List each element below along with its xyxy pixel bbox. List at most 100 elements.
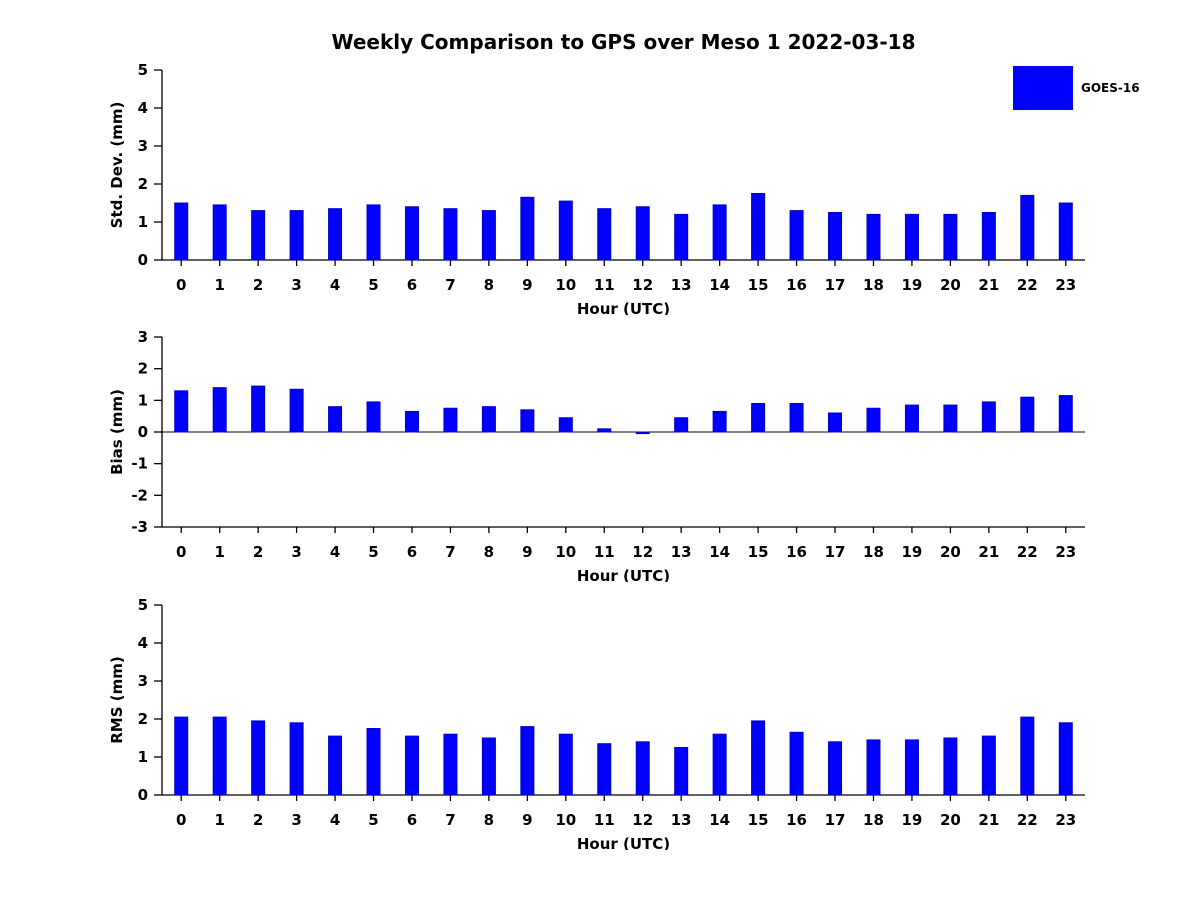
bar-hour-22 [1020, 194, 1035, 261]
bar-hour-21 [981, 735, 996, 796]
x-tick-label: 4 [330, 543, 340, 561]
bar-hour-14 [712, 204, 727, 261]
bar-hour-0 [174, 716, 189, 796]
bar-hour-20 [943, 404, 958, 433]
bar-hour-21 [981, 401, 996, 433]
x-tick-label: 5 [368, 276, 378, 294]
bar-hour-6 [404, 410, 419, 433]
x-axis-label: Hour (UTC) [577, 835, 670, 850]
x-tick-label: 2 [253, 543, 263, 561]
x-tick-label: 0 [176, 811, 186, 829]
y-tick-label: 5 [138, 61, 148, 79]
x-tick-label: 4 [330, 811, 340, 829]
bar-hour-23 [1058, 395, 1073, 433]
x-tick-label: 8 [484, 276, 494, 294]
bar-hour-22 [1020, 716, 1035, 796]
x-tick-label: 19 [902, 811, 923, 829]
x-tick-label: 10 [555, 276, 576, 294]
y-tick-label: 2 [138, 360, 148, 378]
y-tick-label: 0 [138, 251, 148, 269]
bar-hour-11 [597, 208, 612, 261]
x-tick-label: 20 [940, 811, 961, 829]
bar-hour-10 [558, 417, 573, 433]
bar-hour-0 [174, 202, 189, 261]
legend: GOES-16 [1013, 66, 1140, 110]
x-tick-label: 20 [940, 276, 961, 294]
y-tick-label: 4 [138, 634, 148, 652]
x-tick-label: 6 [407, 543, 417, 561]
x-tick-label: 23 [1055, 276, 1076, 294]
x-tick-label: 11 [594, 543, 615, 561]
bar-hour-1 [212, 204, 227, 261]
y-tick-label: 3 [138, 137, 148, 155]
bar-hour-12 [635, 431, 650, 435]
bar-hour-13 [674, 417, 689, 433]
x-tick-label: 1 [214, 276, 224, 294]
bar-hour-4 [328, 208, 343, 261]
x-tick-label: 16 [786, 543, 807, 561]
x-tick-label: 4 [330, 276, 340, 294]
bar-hour-19 [904, 213, 919, 261]
x-tick-label: 21 [978, 543, 999, 561]
x-tick-label: 23 [1055, 811, 1076, 829]
bar-hour-16 [789, 210, 804, 261]
x-tick-label: 7 [445, 811, 455, 829]
y-tick-label: 2 [138, 175, 148, 193]
bar-hour-21 [981, 212, 996, 261]
bar-hour-3 [289, 388, 304, 433]
bar-hour-11 [597, 428, 612, 433]
x-tick-label: 22 [1017, 543, 1038, 561]
x-tick-label: 11 [594, 811, 615, 829]
y-tick-label: 1 [138, 391, 148, 409]
x-tick-label: 18 [863, 811, 884, 829]
bar-hour-1 [212, 387, 227, 433]
x-tick-label: 15 [748, 543, 769, 561]
x-tick-label: 17 [825, 276, 846, 294]
bar-hour-2 [251, 210, 266, 261]
x-tick-label: 7 [445, 543, 455, 561]
x-axis-label: Hour (UTC) [577, 567, 670, 582]
x-tick-label: 3 [291, 811, 301, 829]
y-tick-label: 3 [138, 672, 148, 690]
x-tick-label: 2 [253, 276, 263, 294]
y-axis-label: RMS (mm) [108, 656, 126, 743]
y-tick-label: -3 [131, 518, 148, 536]
x-tick-label: 13 [671, 276, 692, 294]
bar-hour-3 [289, 210, 304, 261]
x-tick-label: 15 [748, 276, 769, 294]
bar-hour-23 [1058, 722, 1073, 796]
y-axis-label: Bias (mm) [108, 389, 126, 475]
x-tick-label: 7 [445, 276, 455, 294]
legend-label-goes16: GOES-16 [1081, 81, 1140, 95]
y-tick-label: 1 [138, 213, 148, 231]
bar-hour-13 [674, 213, 689, 261]
x-tick-label: 21 [978, 811, 999, 829]
bar-hour-9 [520, 196, 535, 261]
x-tick-label: 14 [709, 543, 730, 561]
x-tick-label: 3 [291, 543, 301, 561]
bar-hour-17 [828, 741, 843, 796]
x-tick-label: 6 [407, 811, 417, 829]
legend-swatch-goes16-icon [1013, 66, 1073, 110]
bar-hour-10 [558, 200, 573, 261]
bar-hour-10 [558, 733, 573, 796]
x-tick-label: 16 [786, 276, 807, 294]
bar-hour-0 [174, 390, 189, 433]
x-tick-label: 22 [1017, 276, 1038, 294]
x-tick-label: 14 [709, 811, 730, 829]
x-tick-label: 19 [902, 543, 923, 561]
y-tick-label: 2 [138, 710, 148, 728]
chart-title: Weekly Comparison to GPS over Meso 1 202… [331, 30, 916, 54]
bar-hour-14 [712, 410, 727, 433]
bar-hour-7 [443, 407, 458, 433]
bar-hour-17 [828, 212, 843, 261]
bar-hour-5 [366, 401, 381, 433]
bar-hour-2 [251, 720, 266, 796]
x-tick-label: 8 [484, 811, 494, 829]
x-tick-label: 5 [368, 811, 378, 829]
bar-hour-1 [212, 716, 227, 796]
x-tick-label: 2 [253, 811, 263, 829]
